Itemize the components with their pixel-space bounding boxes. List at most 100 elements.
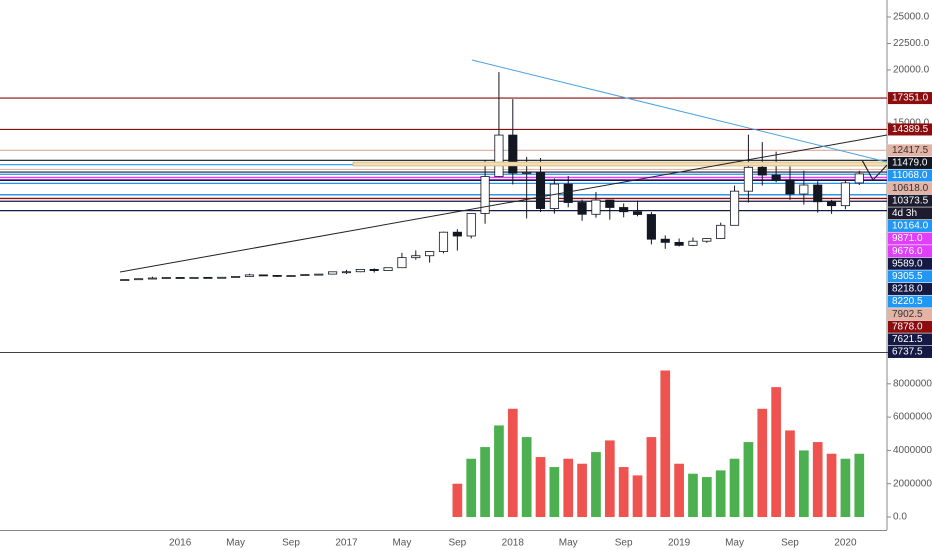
volume-bar	[521, 437, 532, 518]
level-label-text: 4d 3h	[892, 208, 917, 219]
level-label-text: 7621.5	[892, 334, 923, 345]
level-label-text: 10618.0	[892, 183, 929, 194]
candle-body	[438, 231, 449, 252]
level-label-text: 6737.5	[892, 347, 923, 358]
zone-band	[352, 161, 888, 167]
candle-body	[785, 179, 795, 195]
level-label-text: 9676.0	[892, 246, 923, 257]
volume-bar	[798, 450, 809, 518]
volume-bar	[688, 473, 698, 518]
x-tick-label: Sep	[781, 538, 799, 549]
candle-body	[466, 213, 476, 237]
x-tick-label: 2017	[335, 538, 358, 549]
level-label-text: 10373.5	[892, 195, 929, 206]
level-label: 7621.5	[888, 333, 932, 346]
level-label-bg	[888, 245, 932, 258]
x-tick-label: Sep	[282, 538, 300, 549]
volume-bar	[674, 463, 684, 518]
candle-body	[688, 240, 698, 246]
level-label-text: 12417.5	[892, 145, 929, 156]
level-label: 4d 3h	[888, 207, 932, 220]
level-label-text: 14389.5	[892, 124, 929, 135]
candle-body	[522, 172, 532, 174]
x-tick-label: 2018	[502, 538, 525, 549]
y-tick-label: 0.0	[893, 512, 907, 523]
volume-bar	[812, 442, 823, 518]
candle-body	[217, 276, 227, 279]
candle-body	[660, 238, 670, 243]
candle-body	[120, 279, 130, 281]
candle-body	[300, 274, 310, 277]
x-tick-label: 2019	[668, 538, 691, 549]
candle-body	[494, 134, 504, 177]
level-label: 11479.0	[888, 156, 932, 169]
level-label: 10373.5	[888, 194, 932, 207]
volume-bar	[840, 458, 851, 518]
level-label-text: 11068.0	[892, 170, 928, 181]
y-tick-label: 20000.0	[893, 65, 930, 76]
level-label: 9589.0	[888, 257, 932, 270]
candle-body	[272, 275, 282, 277]
candle-body	[369, 269, 379, 271]
level-label-bg	[888, 182, 932, 195]
x-tick-label: 2020	[834, 538, 857, 549]
level-label: 8220.5	[888, 295, 932, 308]
volume-bar	[729, 458, 740, 518]
volume-bar	[854, 453, 865, 518]
candle-body	[535, 172, 546, 209]
candle-body	[411, 255, 421, 259]
level-label-text: 9305.5	[892, 271, 923, 282]
x-tick-label: May	[559, 538, 578, 549]
volume-bar	[466, 458, 477, 518]
price-axis: 2016 May Sep 2017 May Sep 2018 May Sep 2019 May Sep…	[169, 12, 932, 549]
level-label: 6737.5	[888, 345, 932, 358]
volume-bar	[743, 442, 754, 518]
volume-bar	[591, 452, 601, 518]
volume-bar	[618, 467, 629, 518]
level-label-bg	[888, 232, 932, 245]
volume-bar	[826, 453, 837, 518]
candle-body	[480, 176, 490, 214]
level-label: 9305.5	[888, 270, 932, 283]
volume-bar	[701, 477, 712, 518]
candle-body	[854, 173, 864, 184]
level-label: 14389.5	[888, 123, 932, 136]
x-tick-label: 2016	[169, 538, 192, 549]
volume-bar	[507, 408, 518, 518]
candle-body	[397, 257, 407, 269]
level-label-text: 9589.0	[892, 258, 923, 269]
level-label-text: 8220.5	[892, 296, 923, 307]
candle-body	[286, 275, 296, 277]
level-label: 9676.0	[888, 245, 932, 258]
candle-body	[244, 274, 255, 277]
candle-body	[314, 273, 324, 276]
candle-body	[175, 277, 185, 279]
candle-body	[383, 267, 393, 271]
level-label-bg	[888, 169, 932, 182]
candle-body	[799, 184, 809, 195]
candle-body	[563, 183, 573, 203]
candle-body	[646, 214, 656, 240]
volume-bar	[771, 387, 781, 518]
level-label-text: 8218.0	[892, 284, 923, 295]
y-tick-label: 2000000.0	[893, 478, 932, 489]
volume-bar	[549, 467, 560, 518]
level-label-bg	[888, 144, 932, 157]
level-label-bg	[888, 320, 932, 333]
y-tick-label: 6000000.0	[893, 412, 932, 423]
candle-body	[452, 231, 462, 237]
candle-body	[508, 134, 518, 174]
trend-line	[119, 134, 888, 273]
level-label-text: 17351.0	[892, 93, 929, 104]
level-label-bg	[888, 270, 932, 283]
level-label-text: 11479.0	[892, 158, 928, 169]
level-label-bg	[888, 308, 932, 321]
y-tick-label: 22500.0	[893, 38, 930, 49]
candle-body	[147, 277, 158, 280]
candle-body	[771, 174, 781, 181]
candle-body	[840, 182, 850, 207]
candle-body	[743, 166, 753, 192]
candle-body	[632, 211, 643, 215]
level-label-text: 7902.5	[892, 309, 923, 320]
volume-bar	[757, 408, 768, 518]
